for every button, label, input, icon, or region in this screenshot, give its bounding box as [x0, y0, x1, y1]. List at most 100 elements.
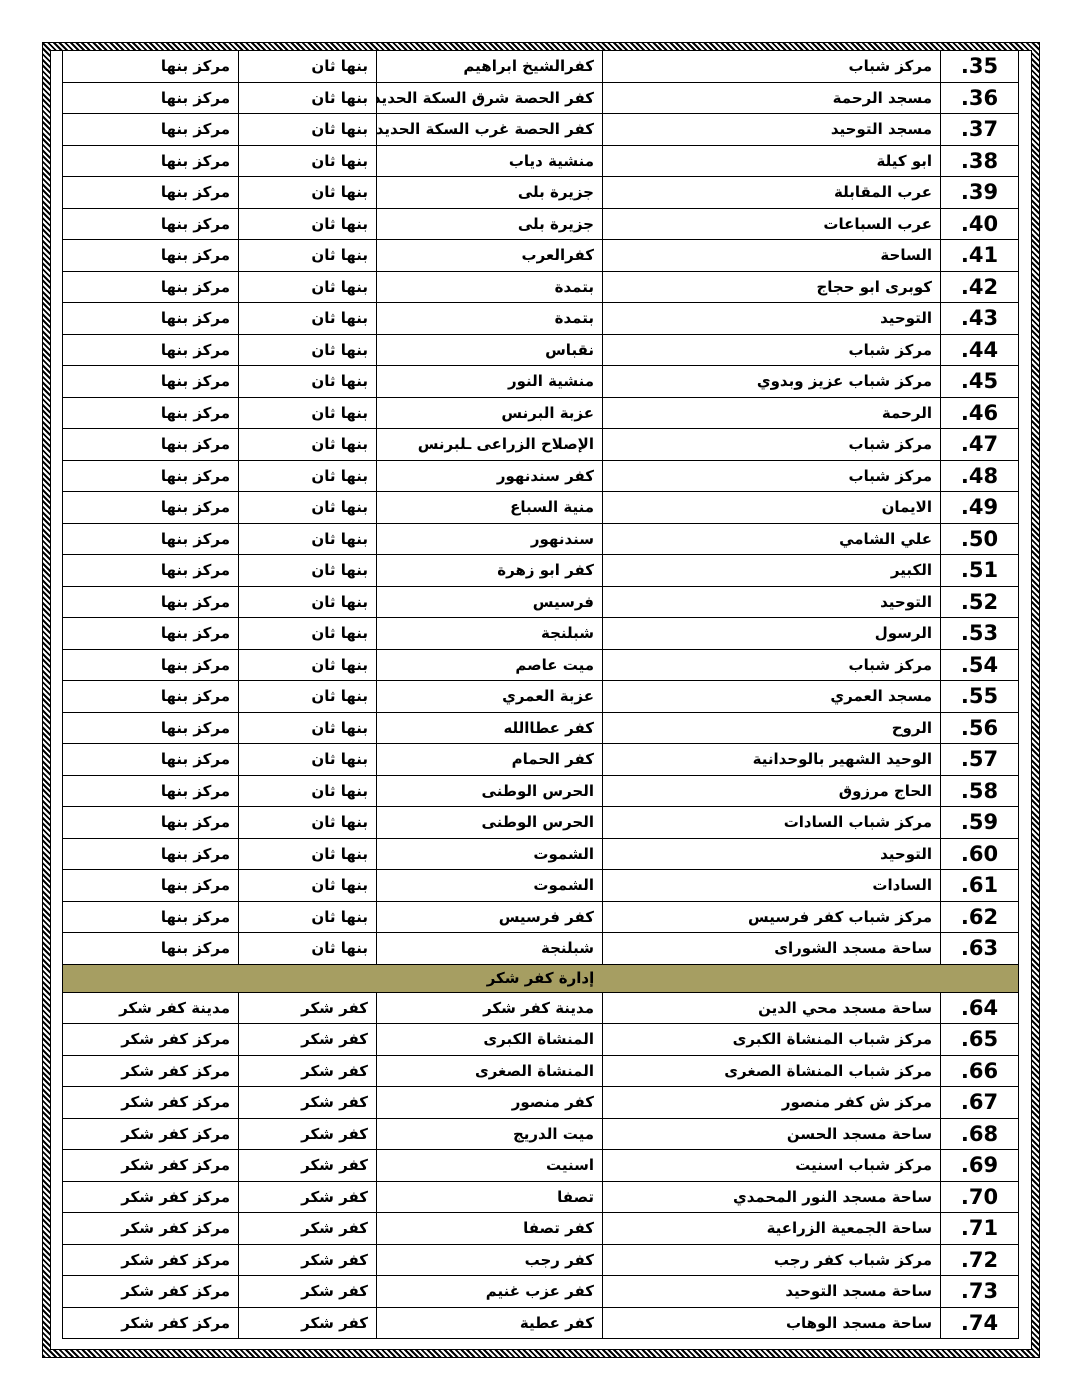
district: بنها ثان	[238, 239, 377, 272]
table-row: 68. ساحة مسجد الحسن ميت الدريج كفر شكر مركز …	[62, 1117, 1019, 1150]
center: مركز كفر شكر	[62, 1086, 239, 1119]
row-number: 68.	[940, 1117, 1019, 1150]
table-row: 50. علي الشامي سندنهور بنها ثان مركز بنها	[62, 522, 1019, 555]
district: بنها ثان	[238, 648, 377, 681]
village: كفر عزب غنيم	[376, 1275, 603, 1308]
center: مركز بنها	[62, 806, 239, 839]
row-number: 38.	[940, 144, 1019, 177]
district: كفر شكر	[238, 1180, 377, 1213]
district: كفر شكر	[238, 1243, 377, 1276]
table-body: 35. مركز شباب كفرالشيخ ابراهيم بنها ثان مركز…	[62, 50, 1019, 1339]
district: بنها ثان	[238, 81, 377, 114]
row-number: 63.	[940, 932, 1019, 965]
place-name: عرب السباعات	[602, 207, 941, 240]
village: المنشاة الصغرى	[376, 1054, 603, 1087]
section-title: إدارة كفر شكر	[62, 963, 1019, 993]
district: بنها ثان	[238, 869, 377, 902]
village: نقباس	[376, 333, 603, 366]
table-row: 48. مركز شباب كفر سندنهور بنها ثان مركز بنها	[62, 459, 1019, 492]
place-name: السادات	[602, 869, 941, 902]
village: الشموت	[376, 869, 603, 902]
place-name: مركز شباب اسنيت	[602, 1149, 941, 1182]
row-number: 71.	[940, 1212, 1019, 1245]
row-number: 52.	[940, 585, 1019, 618]
village: منشية دياب	[376, 144, 603, 177]
row-number: 65.	[940, 1023, 1019, 1056]
district: بنها ثان	[238, 585, 377, 618]
row-number: 60.	[940, 837, 1019, 870]
table-row: 57. الوحيد الشهير بالوحدانية كفر الحمام بنه…	[62, 743, 1019, 776]
row-number: 44.	[940, 333, 1019, 366]
place-name: ساحة مسجد التوحيد	[602, 1275, 941, 1308]
row-number: 57.	[940, 743, 1019, 776]
table-row: 72. مركز شباب كفر رجب كفر رجب كفر شكر مركز ك…	[62, 1243, 1019, 1276]
place-name: الحاج مرزوق	[602, 774, 941, 807]
table-row: 40. عرب السباعات جزيرة بلى بنها ثان مركز بنه…	[62, 207, 1019, 240]
center: مركز بنها	[62, 680, 239, 713]
table-row: 51. الكبير كفر ابو زهرة بنها ثان مركز بنها	[62, 554, 1019, 587]
center: مركز بنها	[62, 837, 239, 870]
place-name: كوبرى ابو حجاج	[602, 270, 941, 303]
district: كفر شكر	[238, 1054, 377, 1087]
village: فرسيس	[376, 585, 603, 618]
place-name: ساحة مسجد الحسن	[602, 1117, 941, 1150]
place-name: ساحة مسجد الشوراى	[602, 932, 941, 965]
table-row: 44. مركز شباب نقباس بنها ثان مركز بنها	[62, 333, 1019, 366]
district: بنها ثان	[238, 774, 377, 807]
table-row: 58. الحاج مرزوق الحرس الوطنى بنها ثان مركز ب…	[62, 774, 1019, 807]
place-name: الوحيد الشهير بالوحدانية	[602, 743, 941, 776]
place-name: التوحيد	[602, 302, 941, 335]
row-number: 43.	[940, 302, 1019, 335]
center: مركز بنها	[62, 270, 239, 303]
village: منشية النور	[376, 365, 603, 398]
row-number: 54.	[940, 648, 1019, 681]
district: كفر شكر	[238, 991, 377, 1024]
table-row: 54. مركز شباب ميت عاصم بنها ثان مركز بنها	[62, 648, 1019, 681]
district: بنها ثان	[238, 396, 377, 429]
district: بنها ثان	[238, 837, 377, 870]
center: مركز كفر شكر	[62, 1054, 239, 1087]
row-number: 50.	[940, 522, 1019, 555]
place-name: مركز شباب المنشاة الصغرى	[602, 1054, 941, 1087]
place-name: ابو كيلة	[602, 144, 941, 177]
center: مركز كفر شكر	[62, 1212, 239, 1245]
row-number: 42.	[940, 270, 1019, 303]
row-number: 74.	[940, 1306, 1019, 1339]
place-name: مركز شباب كفر رجب	[602, 1243, 941, 1276]
row-number: 62.	[940, 900, 1019, 933]
row-number: 47.	[940, 428, 1019, 461]
village: منية السباع	[376, 491, 603, 524]
district: بنها ثان	[238, 113, 377, 146]
table-row: 43. التوحيد بتمدة بنها ثان مركز بنها	[62, 302, 1019, 335]
district: كفر شكر	[238, 1212, 377, 1245]
district: بنها ثان	[238, 270, 377, 303]
table-row: 65. مركز شباب المنشاة الكبرى المنشاة الكبر…	[62, 1023, 1019, 1056]
center: مركز بنها	[62, 900, 239, 933]
village: كفر فرسيس	[376, 900, 603, 933]
district: بنها ثان	[238, 333, 377, 366]
center: مركز بنها	[62, 365, 239, 398]
center: مركز بنها	[62, 617, 239, 650]
district: كفر شكر	[238, 1275, 377, 1308]
district: كفر شكر	[238, 1306, 377, 1339]
section-row: إدارة كفر شكر	[62, 963, 1019, 993]
place-name: مركز شباب	[602, 428, 941, 461]
row-number: 37.	[940, 113, 1019, 146]
table-row: 66. مركز شباب المنشاة الصغرى المنشاة الصغر…	[62, 1054, 1019, 1087]
place-name: مركز شباب	[602, 459, 941, 492]
table-row: 45. مركز شباب عزيز وبدوي منشية النور بنها ث…	[62, 365, 1019, 398]
center: مركز بنها	[62, 302, 239, 335]
center: مركز بنها	[62, 176, 239, 209]
district: بنها ثان	[238, 743, 377, 776]
center: مركز بنها	[62, 459, 239, 492]
center: مركز بنها	[62, 743, 239, 776]
center: مدينة كفر شكر	[62, 991, 239, 1024]
table-row: 56. الروح كفر عطاالله بنها ثان مركز بنها	[62, 711, 1019, 744]
center: مركز بنها	[62, 869, 239, 902]
village: المنشاة الكبرى	[376, 1023, 603, 1056]
row-number: 70.	[940, 1180, 1019, 1213]
table-row: 73. ساحة مسجد التوحيد كفر عزب غنيم كفر شكر م…	[62, 1275, 1019, 1308]
center: مركز كفر شكر	[62, 1117, 239, 1150]
village: كفر ابو زهرة	[376, 554, 603, 587]
